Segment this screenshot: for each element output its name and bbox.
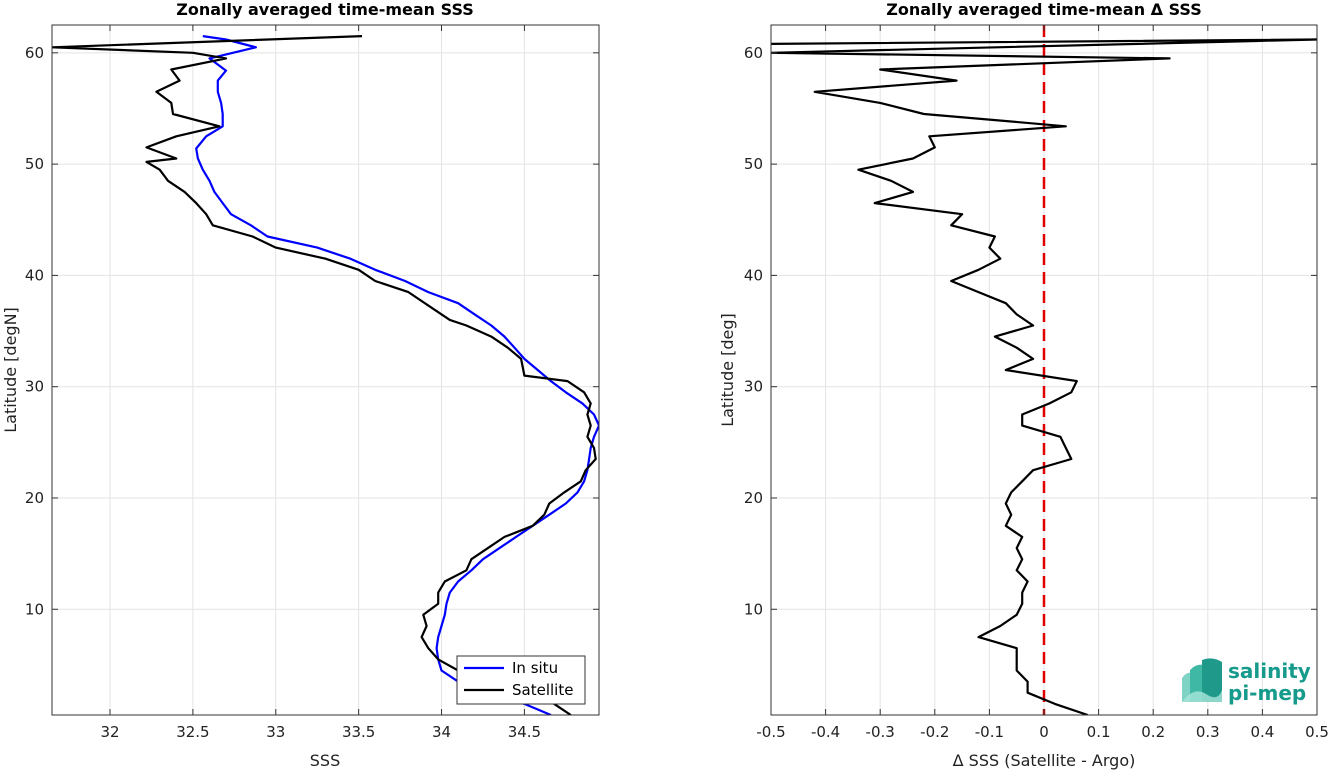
right-x-axis-label: Δ SSS (Satellite - Argo)	[953, 751, 1136, 770]
left-x-tick-label: 33	[266, 723, 285, 741]
left-chart-title: Zonally averaged time-mean SSS	[176, 0, 474, 19]
right-y-tick-label: 40	[744, 266, 763, 284]
left-plot-area	[52, 25, 599, 715]
right-y-tick-label: 60	[744, 44, 763, 62]
left-x-tick-label: 32.5	[176, 723, 209, 741]
right-y-tick-label: 30	[744, 378, 763, 396]
right-y-tick-label: 10	[744, 600, 763, 618]
right-x-tick-label: -0.4	[811, 723, 840, 741]
right-y-tick-label: 50	[744, 155, 763, 173]
left-ticks: 32 32.5 33 33.5 34 34.5 10 20 30 40 50 60	[25, 25, 599, 741]
right-x-tick-label: -0.5	[756, 723, 785, 741]
logo-line-2: pi-mep	[1228, 681, 1306, 705]
left-y-tick-label: 40	[25, 266, 44, 284]
right-x-tick-label: -0.1	[975, 723, 1004, 741]
left-y-tick-label: 60	[25, 44, 44, 62]
right-ticks: -0.5 -0.4 -0.3 -0.2 -0.1 0 0.1 0.2 0.3 0.4 0.5 10 20…	[744, 25, 1329, 741]
left-y-axis-label: Latitude [degN]	[1, 307, 20, 433]
right-x-tick-label: 0	[1039, 723, 1049, 741]
right-y-axis-label: Latitude [deg]	[718, 313, 737, 427]
right-x-tick-label: 0.1	[1087, 723, 1111, 741]
right-series	[771, 25, 1317, 715]
left-x-axis-label: SSS	[310, 751, 340, 770]
left-x-tick-label: 33.5	[342, 723, 375, 741]
legend-box	[456, 655, 586, 705]
right-chart: -0.5 -0.4 -0.3 -0.2 -0.1 0 0.1 0.2 0.3 0.4 0.5 10 20…	[718, 0, 1329, 770]
salinity-pi-mep-logo: salinity pi-mep	[1182, 658, 1310, 705]
left-axes-box	[51, 24, 600, 716]
left-series	[52, 35, 599, 715]
right-chart-title: Zonally averaged time-mean Δ SSS	[886, 0, 1202, 19]
right-x-tick-label: 0.5	[1305, 723, 1329, 741]
right-x-tick-label: 0.2	[1141, 723, 1165, 741]
right-series-line-0	[771, 38, 1317, 715]
left-y-tick-label: 50	[25, 155, 44, 173]
left-series-line-in-situ	[195, 35, 599, 715]
left-series-line-satellite	[52, 35, 597, 715]
left-y-tick-label: 30	[25, 378, 44, 396]
left-x-tick-label: 32	[100, 723, 119, 741]
right-x-tick-label: -0.3	[866, 723, 895, 741]
left-x-tick-label: 34	[432, 723, 451, 741]
left-y-tick-label: 20	[25, 489, 44, 507]
right-x-tick-label: -0.2	[920, 723, 949, 741]
right-y-tick-label: 20	[744, 489, 763, 507]
left-chart: 32 32.5 33 33.5 34 34.5 10 20 30 40 50 60 Zonally a…	[1, 0, 600, 770]
legend-label-satellite: Satellite	[512, 681, 573, 699]
wave-icon	[1182, 658, 1222, 702]
right-x-tick-label: 0.3	[1196, 723, 1220, 741]
right-x-tick-label: 0.4	[1250, 723, 1274, 741]
left-x-tick-label: 34.5	[508, 723, 541, 741]
left-y-tick-label: 10	[25, 600, 44, 618]
legend-label-in-situ: In situ	[512, 659, 558, 677]
logo-line-1: salinity	[1228, 659, 1310, 683]
legend: In situ Satellite	[456, 655, 586, 705]
